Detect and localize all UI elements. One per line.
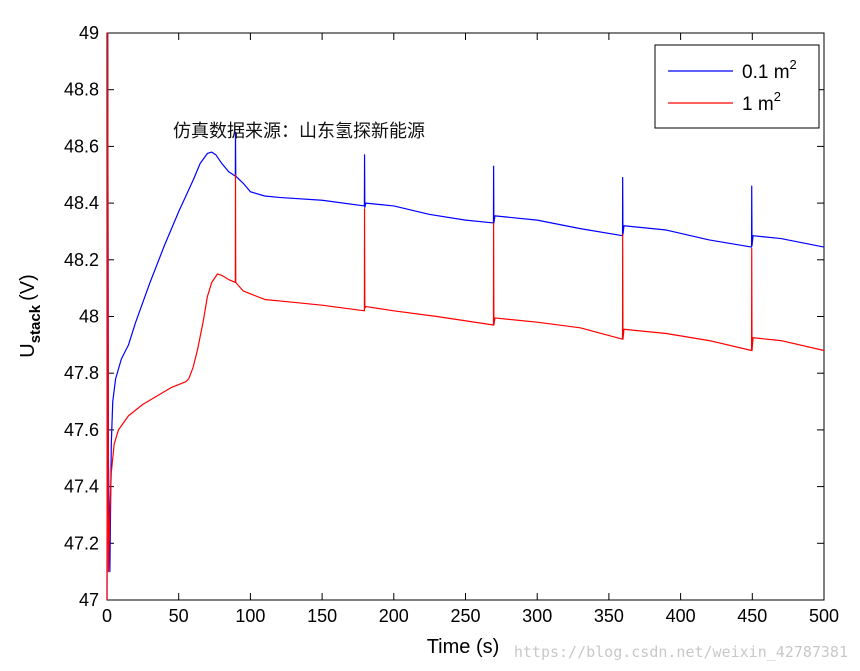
series-line-1 [106, 32, 825, 601]
x-tick-label: 500 [809, 606, 839, 626]
annotation-text: 仿真数据来源：山东氢探新能源 [173, 121, 425, 142]
y-tick-label: 48.2 [64, 250, 99, 270]
legend-label-1-sup: 2 [774, 89, 781, 104]
y-tick-label: 48.8 [64, 80, 99, 100]
x-ticks: 0 50 100 150 200 250 300 350 400 450 500 [102, 33, 839, 626]
y-tick-label: 47.4 [64, 477, 99, 497]
series-line-0 [106, 32, 825, 601]
x-tick-label: 0 [102, 606, 112, 626]
legend-label-1: 1 m2 [742, 89, 781, 115]
y-tick-label: 48.6 [64, 136, 99, 156]
x-tick-label: 400 [666, 606, 696, 626]
y-axis-title: Ustack (V) [17, 274, 44, 358]
x-tick-label: 100 [235, 606, 265, 626]
x-axis-title: Time (s) [427, 636, 500, 658]
x-tick-label: 200 [379, 606, 409, 626]
x-tick-label: 450 [737, 606, 767, 626]
x-tick-label: 50 [169, 606, 189, 626]
y-tick-label: 49 [79, 23, 99, 43]
legend-label-0-sup: 2 [790, 57, 797, 72]
x-tick-label: 300 [522, 606, 552, 626]
series-group [106, 32, 825, 601]
y-axis-title-unit: (V) [17, 274, 39, 301]
y-axis-title-sub: stack [27, 304, 44, 343]
y-ticks: 47 47.2 47.4 47.6 47.8 48 48.2 48.4 48.6 48.8 49 [64, 23, 824, 610]
legend: 0.1 m2 1 m2 [654, 44, 820, 129]
y-tick-label: 48 [79, 307, 99, 327]
legend-label-0: 0.1 m2 [742, 57, 797, 83]
y-tick-label: 47.2 [64, 533, 99, 553]
x-tick-label: 350 [594, 606, 624, 626]
y-tick-label: 47 [79, 590, 99, 610]
y-axis-title-main: U [17, 343, 39, 357]
x-tick-label: 250 [450, 606, 480, 626]
y-tick-label: 47.8 [64, 363, 99, 383]
legend-label-1-name: 1 m [742, 94, 774, 115]
y-tick-label: 47.6 [64, 420, 99, 440]
legend-box [654, 44, 820, 129]
x-tick-label: 150 [307, 606, 337, 626]
legend-label-0-name: 0.1 m [742, 62, 790, 83]
y-tick-label: 48.4 [64, 193, 99, 213]
watermark-text: https://blog.csdn.net/weixin_42787381 [514, 643, 848, 661]
